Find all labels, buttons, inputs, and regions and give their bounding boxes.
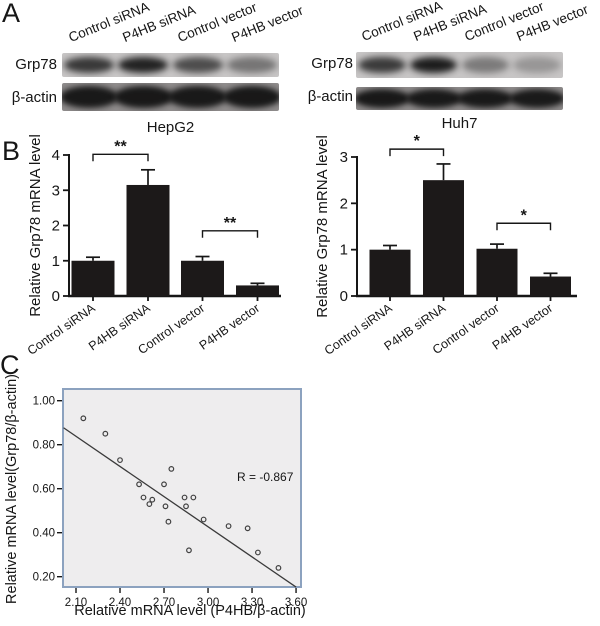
protein-band [509,89,563,108]
data-point [275,564,282,571]
y-tick-label: 4 [52,147,60,164]
y-tick-label: 2 [340,195,348,212]
y-tick-label: 0 [52,288,60,305]
y-tick-label: 2 [52,218,60,235]
y-tick-label: 3 [52,182,60,199]
data-point [190,494,197,501]
protein-band [409,56,458,74]
data-point [136,481,142,488]
significance-bracket [201,230,259,238]
x-tick-label: 3.00 [197,597,219,609]
panel-c-label: C [0,350,20,380]
protein-band [118,57,169,73]
y-axis-title: Relative Grp78 mRNA level [27,134,44,317]
scatter-plot-correlation: 2.10 2.40 2.70 3.00 3.30 3.60 0.20 0.40 0.60 0.80… [4,374,307,619]
significance-stars: * [414,133,421,150]
protein-band [461,56,510,74]
x-tick-label: 3.30 [241,597,263,609]
data-point [225,523,232,530]
bar-control-vector [181,260,224,296]
data-point [255,549,261,556]
blot-strip-actin-huh7 [356,87,563,110]
data-point [183,503,189,510]
protein-band [114,85,173,109]
x-tick-label: 2.10 [65,597,87,609]
bar-control-sirna [369,249,411,296]
y-tick-label: 1 [52,253,60,270]
protein-band [222,85,279,109]
y-tick-label: 1 [340,242,348,259]
data-point [181,494,188,501]
data-point [146,501,153,508]
data-point [102,430,109,437]
bar-p4hb-sirna [126,184,170,296]
protein-band [226,57,277,73]
data-point [140,494,147,501]
significance-bracket [92,153,149,162]
category-label-p4hb-vector: P4HB vector [490,301,556,353]
protein-band [62,85,119,109]
plot-area [62,388,302,588]
y-tick-label: 0.80 [33,440,55,452]
data-point [165,518,172,525]
cell-line-title-hepg2: HepG2 [146,119,195,136]
bar-p4hb-vector [236,285,279,296]
protein-band [513,56,561,74]
blot-row-label-actin: β-actin [11,89,57,106]
panel-a-label: A [2,0,21,28]
protein-band [64,57,115,73]
x-tick-label: 3.60 [285,597,307,609]
category-label-p4hb-vector: P4HB vector [197,301,263,353]
blot-strip-grp78-huh7 [356,52,563,78]
protein-band [172,57,223,73]
y-tick-label: 1.00 [33,396,55,408]
significance-stars: ** [224,215,237,232]
data-point [80,415,87,422]
significance-stars: ** [114,138,127,155]
protein-band [356,89,410,108]
correlation-annotation: R = -0.867 [237,470,294,484]
y-tick-label: 0.20 [33,572,55,584]
blot-row-label-grp78: Grp78 [311,55,353,72]
y-axis-title: Relative mRNA level(Grp78/β-actin) [4,374,20,604]
y-tick-label: 0.40 [33,528,55,540]
blot-row-label-grp78: Grp78 [15,56,57,73]
bar-control-sirna [71,260,115,296]
x-tick-label: 2.70 [153,597,175,609]
bar-control-vector [476,248,518,296]
x-axis-title: Relative mRNA level (P4HB/β-actin) [74,603,306,619]
blot-strip-grp78-hepg2 [62,53,279,77]
cell-line-title-huh7: Huh7 [441,115,478,132]
x-tick-label: 2.40 [109,597,131,609]
bar-p4hb-sirna [423,180,464,296]
y-tick-label: 0.60 [33,484,55,496]
blot-strip-actin-hepg2 [62,83,279,111]
data-point [117,457,123,463]
data-point [244,525,251,532]
blot-row-label-actin: β-actin [307,88,353,105]
regression-line [63,427,297,588]
y-tick-label: 3 [340,149,348,166]
panel-b-label: B [2,136,21,166]
protein-band [405,89,462,108]
data-point [162,503,169,510]
significance-bracket [389,148,445,157]
data-point [168,465,175,472]
y-tick-label: 0 [340,288,348,305]
significance-bracket [496,222,552,231]
significance-stars: * [521,207,528,224]
protein-band [457,89,514,108]
data-point [149,496,156,503]
data-point [161,481,167,488]
protein-band [358,56,406,74]
data-point [186,547,192,554]
bar-p4hb-vector [530,276,571,296]
data-point [200,516,207,523]
protein-band [168,85,227,109]
y-axis-title: Relative Grp78 mRNA level [314,135,331,318]
